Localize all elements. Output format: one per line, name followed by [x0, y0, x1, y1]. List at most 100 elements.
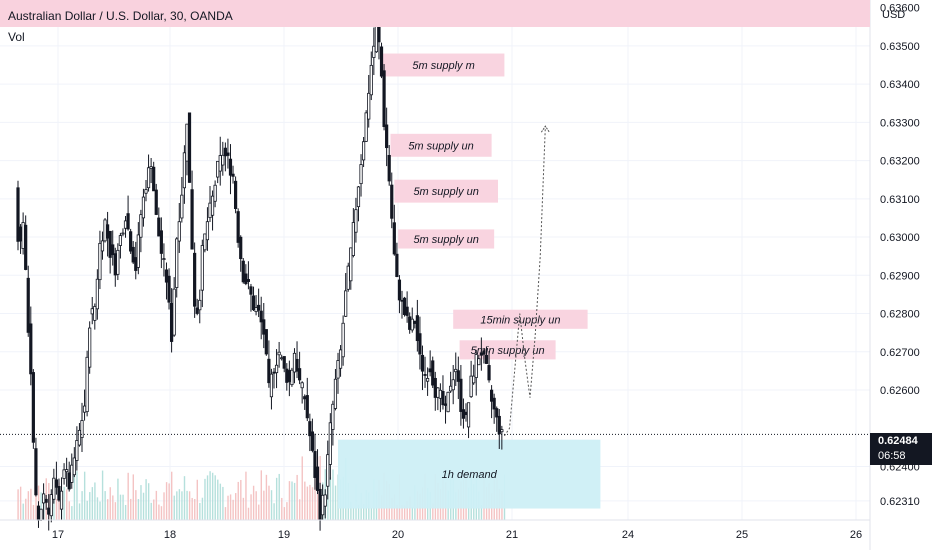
- volume-bar: [235, 493, 237, 520]
- candle-body: [431, 360, 435, 386]
- candle-body: [405, 306, 409, 316]
- candle-body: [415, 315, 419, 342]
- volume-bar: [258, 504, 260, 520]
- zone-label: 5m supply un: [413, 186, 478, 198]
- candle-body: [157, 217, 161, 237]
- volume-bar: [99, 501, 101, 520]
- volume-bar: [480, 505, 483, 520]
- candle-body: [121, 232, 125, 235]
- candle-body: [313, 451, 317, 478]
- zones: 5m supply m 5m supply un 5m supply un 5m su…: [338, 53, 601, 509]
- candle-body: [113, 253, 117, 276]
- volume-bar: [112, 495, 114, 520]
- candle-body: [203, 233, 207, 251]
- candle-body: [318, 488, 322, 521]
- candle-body: [182, 152, 186, 189]
- candle-body: [456, 370, 460, 382]
- candle-body: [36, 505, 41, 521]
- candle-body: [100, 240, 105, 252]
- volume-bar: [83, 471, 86, 520]
- volume-bar: [86, 500, 88, 520]
- candle-body: [190, 189, 194, 250]
- candle-body: [47, 507, 51, 515]
- candle-body: [169, 302, 174, 342]
- candle-body: [129, 231, 133, 252]
- volume-bar: [150, 502, 152, 520]
- candle-body: [321, 494, 325, 516]
- candle-body: [123, 220, 128, 229]
- candle-body: [131, 246, 135, 263]
- candle-body: [162, 258, 166, 261]
- volume-bar: [229, 494, 232, 520]
- volume-bar: [27, 491, 30, 520]
- volume-bar: [401, 504, 403, 520]
- forecast-path: [503, 125, 550, 437]
- candle-body: [57, 486, 61, 501]
- candle-body: [208, 202, 212, 219]
- volume-bar: [17, 489, 19, 520]
- candle-body: [231, 173, 235, 177]
- candle-body: [425, 378, 430, 382]
- candle-body: [308, 421, 312, 437]
- y-tick-label: 0.62700: [880, 347, 920, 359]
- volume-bar: [163, 492, 165, 520]
- candle-body: [387, 154, 391, 182]
- y-tick-label: 0.63400: [880, 79, 920, 91]
- candle-body: [200, 245, 204, 291]
- volume-bar: [227, 495, 229, 520]
- volume-bar: [350, 501, 352, 520]
- volume-bar: [411, 506, 414, 520]
- volume-bar: [153, 499, 155, 520]
- candle-body: [341, 322, 345, 358]
- candle-body: [487, 365, 491, 381]
- candle-body: [228, 158, 233, 176]
- volume-bar: [245, 471, 247, 520]
- candle-body: [257, 304, 261, 311]
- candle-body: [144, 189, 148, 194]
- candle-body: [410, 318, 414, 331]
- candle-body: [193, 252, 197, 307]
- candle-body: [433, 377, 437, 398]
- volume-bar: [109, 487, 111, 520]
- volume-bar: [155, 490, 158, 520]
- candle-body: [259, 310, 263, 323]
- candle-body: [185, 123, 189, 162]
- candle-body: [141, 196, 146, 219]
- volume-bar: [160, 506, 163, 520]
- x-tick-label: 21: [506, 529, 518, 541]
- volume-bar: [406, 500, 408, 520]
- volume-bar: [142, 492, 145, 520]
- volume-bar: [132, 474, 134, 520]
- candle-body: [438, 389, 443, 399]
- candle-body: [42, 493, 46, 504]
- volume-bar: [288, 481, 291, 520]
- volume-bar: [171, 471, 173, 520]
- candle-body: [436, 387, 440, 398]
- candle-body: [367, 92, 371, 120]
- volume-bar: [237, 481, 239, 520]
- volume-bar: [260, 470, 262, 520]
- candle-body: [441, 391, 445, 406]
- x-tick-label: 24: [622, 529, 634, 541]
- volume-bar: [76, 471, 78, 520]
- volume-bar: [314, 467, 316, 520]
- volume-bar: [191, 497, 193, 520]
- candle-body: [497, 415, 501, 435]
- y-tick-label: 0.63500: [880, 41, 920, 53]
- volume-bar: [117, 478, 119, 520]
- volume-bar: [40, 492, 42, 520]
- volume-bar: [35, 474, 37, 520]
- zone-label: 5m supply un: [408, 140, 473, 152]
- volume-bar: [104, 491, 106, 520]
- candle-body: [287, 370, 291, 382]
- candle-body: [413, 320, 417, 324]
- volume-label: Vol: [8, 30, 25, 44]
- volume-bar: [252, 485, 255, 520]
- volume-bar: [22, 503, 24, 520]
- candle-body: [106, 224, 110, 239]
- candle-body: [205, 221, 210, 241]
- candle-body: [49, 494, 53, 517]
- volume-bar: [119, 494, 122, 520]
